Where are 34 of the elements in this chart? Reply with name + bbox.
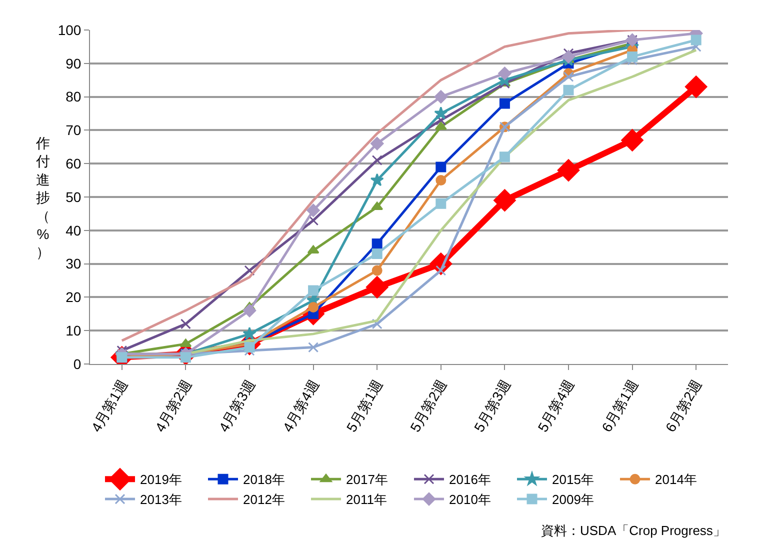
legend-label: 2016年	[449, 472, 491, 488]
legend-label: 2011年	[346, 492, 387, 508]
legend-label: 2015年	[552, 472, 594, 488]
x-tick-label: 4月第2週	[152, 376, 194, 435]
x-tick-label: 6月第2週	[662, 376, 705, 435]
x-tick-label: 5月第2週	[406, 376, 450, 435]
y-tick-label: 20	[66, 289, 82, 306]
x-tick-label: 5月第1週	[343, 376, 386, 435]
x-tick-label: 6月第1週	[598, 376, 641, 435]
y-tick-label: 70	[66, 122, 82, 138]
legend-label: 2009年	[552, 492, 594, 508]
legend-label: 2018年	[243, 472, 285, 488]
legend-label: 2012年	[243, 492, 285, 508]
x-tick-label: 4月第4週	[279, 376, 322, 435]
y-tick-label: 60	[66, 156, 82, 172]
y-tick-label: 30	[66, 256, 82, 272]
y-axis-title: 作付進捗（%）	[35, 135, 50, 260]
x-tick-label: 5月第3週	[470, 376, 514, 435]
y-tick-label: 100	[58, 22, 82, 38]
x-tick-label: 4月第1週	[88, 376, 131, 435]
y-tick-label: 80	[66, 88, 82, 105]
y-tick-label: 40	[66, 222, 82, 238]
y-tick-label: 90	[66, 55, 82, 72]
x-tick-label: 4月第3週	[216, 376, 258, 435]
legend-label: 2013年	[140, 492, 182, 508]
legend-label: 2019年	[140, 472, 182, 488]
y-tick-label: 10	[66, 322, 82, 338]
legend-label: 2014年	[655, 472, 697, 488]
legend-label: 2010年	[449, 492, 491, 508]
y-tick-label: 50	[66, 188, 82, 205]
x-tick-label: 5月第4週	[534, 376, 578, 435]
y-tick-label: 0	[73, 356, 82, 372]
text: 資料：USDA「Crop Progress」	[541, 523, 726, 538]
legend-label: 2017年	[346, 472, 388, 488]
